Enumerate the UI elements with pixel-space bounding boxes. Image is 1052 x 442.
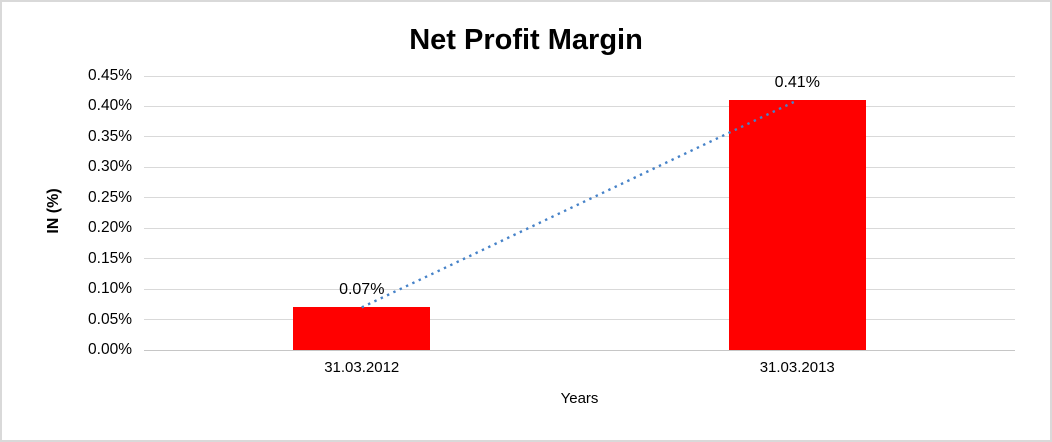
y-axis-tick-label: 0.45% xyxy=(88,67,132,84)
y-axis-tick-label: 0.30% xyxy=(88,158,132,176)
gridline xyxy=(144,75,1015,77)
bar-data-label: 0.07% xyxy=(339,281,385,299)
x-axis-tick-label: 31.03.2013 xyxy=(759,359,835,376)
y-axis-tick-label: 0.10% xyxy=(88,280,132,298)
y-axis-tick-label: 0.35% xyxy=(88,127,132,145)
bar-31.03.2013 xyxy=(728,100,866,350)
gridline xyxy=(144,166,1015,168)
y-axis-tick-label: 0.15% xyxy=(88,249,132,267)
plot-area: 0.07% 0.41% xyxy=(144,74,1015,351)
y-axis-tick-label: 0.05% xyxy=(88,310,132,328)
x-axis-tick-label: 31.03.2012 xyxy=(324,359,400,376)
x-axis-title: Years xyxy=(560,390,599,407)
bar-data-label: 0.41% xyxy=(774,74,820,92)
gridline xyxy=(144,227,1015,229)
y-axis-tick-label: 0.00% xyxy=(88,341,132,358)
y-axis-tick-label: 0.25% xyxy=(88,188,132,206)
gridline xyxy=(144,258,1015,260)
gridline xyxy=(144,197,1015,199)
gridline xyxy=(144,319,1015,321)
gridline xyxy=(144,349,1015,351)
trendline xyxy=(361,99,798,309)
y-axis-tick-label: 0.40% xyxy=(88,97,132,115)
y-axis-tick-label: 0.20% xyxy=(88,219,132,237)
gridline xyxy=(144,105,1015,107)
bar-31.03.2012 xyxy=(293,307,431,350)
gridline xyxy=(144,136,1015,138)
gridline xyxy=(144,288,1015,290)
chart-title: Net Profit Margin xyxy=(409,24,643,56)
